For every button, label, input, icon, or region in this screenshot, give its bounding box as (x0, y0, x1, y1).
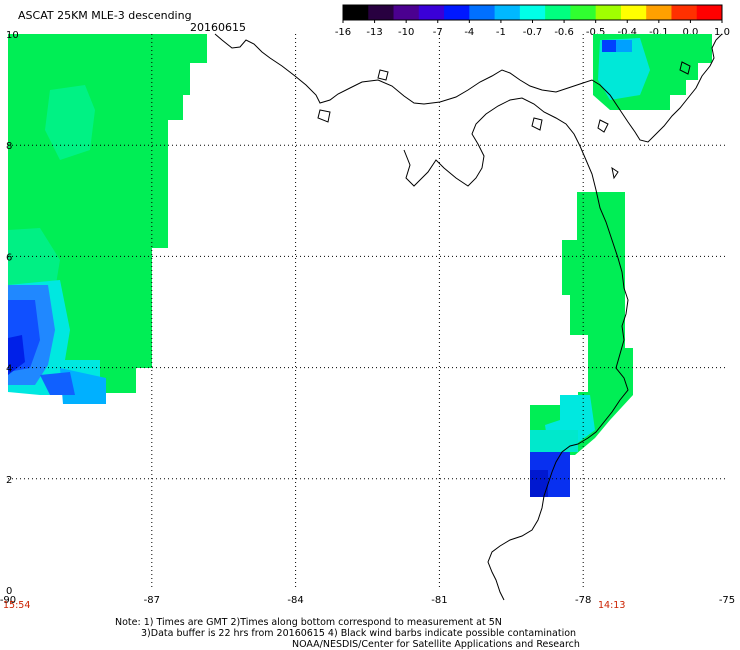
coastline-panama (403, 97, 629, 601)
time-left: 15:54 (3, 600, 31, 611)
colorbar-swatch (595, 5, 622, 20)
x-axis-label: -75 (719, 595, 735, 606)
colorbar-label: -0.1 (649, 27, 669, 38)
y-axis-label: 2 (6, 475, 12, 486)
x-axis-label: -90 (0, 595, 16, 606)
y-axis-label: 8 (6, 141, 12, 152)
colorbar-label: -16 (335, 27, 351, 38)
colorbar-swatch (696, 5, 723, 20)
y-axis-label: 4 (6, 364, 12, 375)
colorbar-swatch (418, 5, 445, 20)
colorbar-swatch (393, 5, 420, 20)
coastlines (214, 33, 723, 601)
note-line-2: 3)Data buffer is 22 hrs from 20160615 4)… (141, 628, 577, 639)
island-5 (679, 61, 691, 75)
west-swath (8, 34, 207, 404)
colorbar (342, 4, 723, 23)
y-axis-label: 0 (6, 586, 12, 597)
island-3 (531, 117, 543, 131)
colorbar-swatch (368, 5, 395, 20)
note-line-1: Note: 1) Times are GMT 2)Times along bot… (115, 617, 502, 628)
x-axis-label: -84 (287, 595, 303, 606)
colorbar-label: -7 (433, 27, 443, 38)
colorbar-label: -1 (496, 27, 506, 38)
island-1 (377, 69, 389, 81)
coastline-north (214, 33, 723, 143)
colorbar-swatch (620, 5, 647, 20)
colorbar-labels: -16 -13 -10 -7 -4 -1 -0.7 -0.6 -0.5 -0.4 -0.1 0.0 1.… (335, 27, 730, 38)
colorbar-swatch (444, 5, 470, 20)
colorbar-label: -0.4 (617, 27, 637, 38)
x-axis-label: -81 (431, 595, 447, 606)
colorbar-swatch (646, 5, 672, 20)
colorbar-label: -0.6 (554, 27, 574, 38)
colorbar-swatch (671, 5, 698, 20)
map-title: ASCAT 25KM MLE-3 descending (18, 9, 192, 22)
colorbar-label: -13 (366, 27, 382, 38)
colorbar-label: 0.0 (682, 27, 698, 38)
colorbar-swatch (545, 5, 571, 20)
y-axis-label: 10 (6, 30, 19, 41)
colorbar-swatch (343, 5, 369, 20)
map-date: 20160615 (190, 21, 246, 34)
y-axis-label: 6 (6, 252, 12, 263)
colorbar-swatch (570, 5, 597, 20)
x-axis-label: -78 (575, 595, 591, 606)
colorbar-label: -0.5 (586, 27, 606, 38)
note-line-3: NOAA/NESDIS/Center for Satellite Applica… (292, 639, 580, 650)
x-axis-label: -87 (144, 595, 160, 606)
colorbar-swatch (469, 5, 496, 20)
data-swaths (8, 34, 712, 497)
island-2 (317, 109, 331, 123)
colorbar-label: -4 (464, 27, 474, 38)
east-swath (530, 192, 633, 497)
y-axis-labels: 0 2 4 6 8 10 (6, 30, 19, 597)
colorbar-swatch (494, 5, 521, 20)
island-4 (611, 166, 619, 180)
colorbar-label: -10 (398, 27, 414, 38)
colorbar-label: -0.7 (523, 27, 543, 38)
grid (8, 34, 727, 590)
northeast-swath (593, 34, 712, 110)
colorbar-swatch (519, 5, 546, 20)
colorbar-label: 1.0 (714, 27, 730, 38)
x-axis-labels: -90 -87 -84 -81 -78 -75 (0, 595, 735, 606)
island-6 (597, 119, 609, 133)
time-right: 14:13 (598, 600, 626, 611)
